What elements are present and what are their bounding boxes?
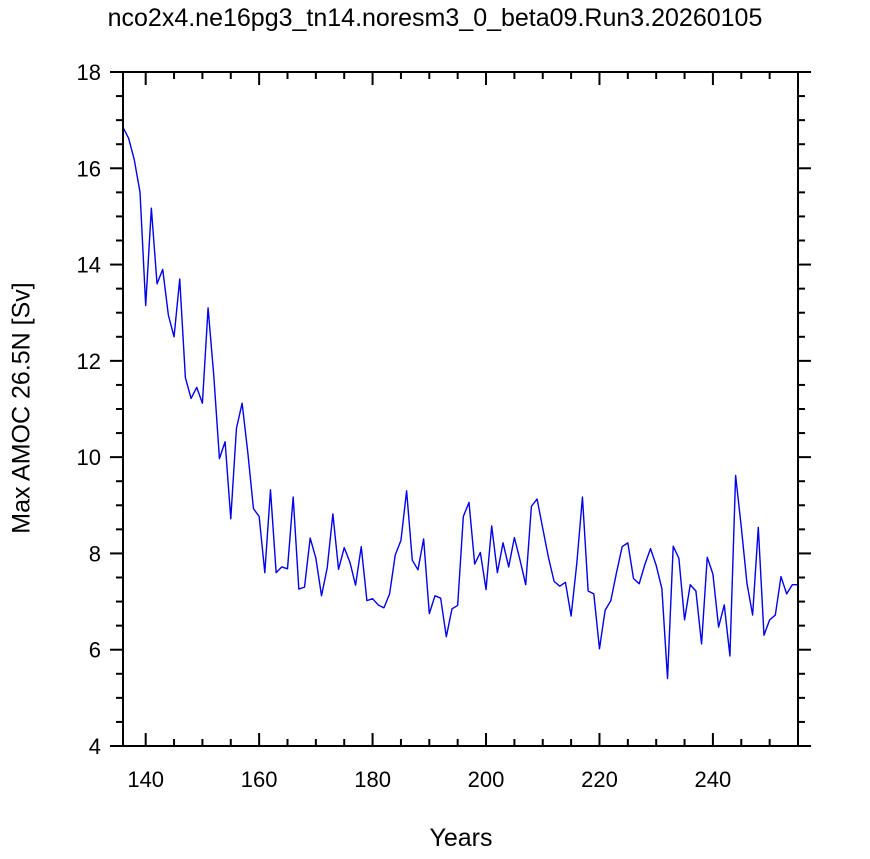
x-tick-label: 240 (695, 767, 732, 792)
plot-frame (122, 71, 799, 747)
y-tick-label: 10 (77, 445, 101, 470)
y-tick-label: 6 (89, 638, 101, 663)
y-tick-label: 12 (77, 349, 101, 374)
x-tick-label: 140 (127, 767, 164, 792)
chart-title: nco2x4.ne16pg3_tn14.noresm3_0_beta09.Run… (107, 4, 763, 32)
axis-ticks (110, 71, 811, 747)
y-tick-label: 14 (77, 253, 101, 278)
x-tick-label: 220 (581, 767, 618, 792)
x-axis-label: Years (429, 824, 493, 852)
x-tick-label: 180 (354, 767, 391, 792)
amoc-series-line (122, 127, 798, 680)
tick-labels: 140 160 180 200 220 240 4 6 8 10 12 14 16 18 (77, 60, 732, 792)
x-tick-label: 200 (468, 767, 505, 792)
y-tick-label: 16 (77, 156, 101, 181)
y-tick-label: 18 (77, 60, 101, 85)
y-tick-label: 8 (89, 541, 101, 566)
x-tick-label: 160 (241, 767, 278, 792)
y-tick-label: 4 (89, 734, 101, 759)
